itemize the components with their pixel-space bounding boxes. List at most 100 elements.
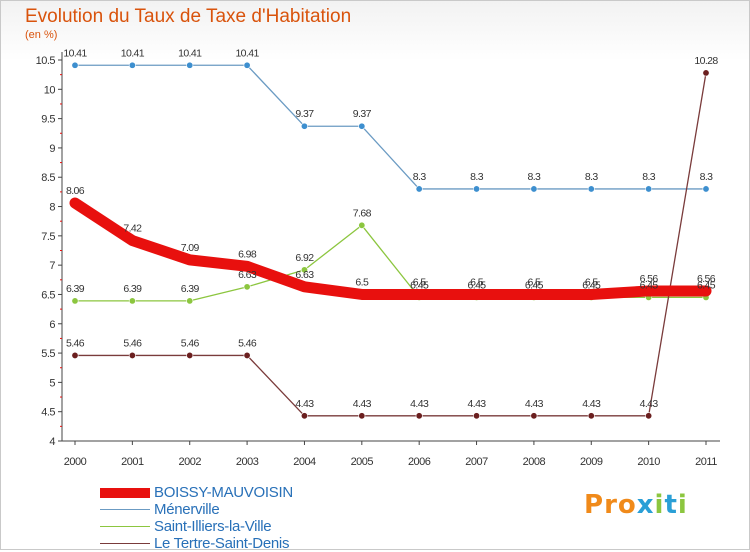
data-point xyxy=(243,351,251,359)
data-label: 10.41 xyxy=(178,47,202,59)
legend-item: BOISSY-MAUVOISIN xyxy=(100,484,420,501)
data-label: 6.45 xyxy=(468,279,487,291)
data-point xyxy=(300,412,308,420)
y-tick-label: 4 xyxy=(49,436,55,448)
y-tick-label: 5 xyxy=(49,377,55,389)
data-point xyxy=(358,412,366,420)
logo-letter: P xyxy=(584,490,605,520)
legend-swatch xyxy=(100,508,150,511)
chart-legend: BOISSY-MAUVOISIN Ménerville Saint-Illiers-… xyxy=(100,484,420,552)
data-label: 7.68 xyxy=(353,207,372,219)
data-label: 4.43 xyxy=(410,398,429,410)
data-point xyxy=(702,69,710,77)
data-label: 6.45 xyxy=(410,279,429,291)
chart-unit-label: (en %) xyxy=(25,29,58,41)
x-tick-label: 2007 xyxy=(465,456,488,468)
x-tick-label: 2008 xyxy=(523,456,546,468)
data-label: 6.98 xyxy=(238,248,257,260)
legend-item: Ménerville xyxy=(100,501,420,518)
y-tick-label: 8 xyxy=(49,202,55,214)
data-point xyxy=(645,412,653,420)
legend-label: Ménerville xyxy=(154,501,220,518)
data-label: 5.46 xyxy=(66,337,85,349)
x-tick-label: 2000 xyxy=(64,456,87,468)
legend-label: BOISSY-MAUVOISIN xyxy=(154,484,293,501)
data-point xyxy=(128,297,136,305)
data-point xyxy=(587,412,595,420)
data-label: 6.45 xyxy=(582,279,601,291)
data-label: 10.28 xyxy=(694,55,718,67)
logo-letter: x xyxy=(636,490,655,520)
y-tick-label: 8.5 xyxy=(41,172,55,184)
data-label: 6.92 xyxy=(295,252,314,264)
x-tick-label: 2010 xyxy=(637,456,660,468)
data-label: 6.5 xyxy=(470,276,484,288)
data-point xyxy=(415,412,423,420)
data-point xyxy=(71,297,79,305)
x-tick-label: 2006 xyxy=(408,456,431,468)
data-label: 6.39 xyxy=(181,283,200,295)
data-point xyxy=(300,122,308,130)
data-label: 8.3 xyxy=(642,171,656,183)
x-tick-label: 2002 xyxy=(178,456,201,468)
x-tick-label: 2004 xyxy=(293,456,316,468)
series-line-boissy-mauvoisin xyxy=(69,197,712,300)
y-tick-label: 9 xyxy=(49,143,55,155)
data-label: 6.5 xyxy=(528,276,542,288)
logo-letter: t xyxy=(664,490,678,520)
data-point xyxy=(530,185,538,193)
data-point xyxy=(645,185,653,193)
legend-item: Saint-Illiers-la-Ville xyxy=(100,518,420,535)
data-label: 4.43 xyxy=(295,398,314,410)
data-point xyxy=(243,61,251,69)
logo-letter: i xyxy=(677,490,688,520)
logo-letter: i xyxy=(654,490,665,520)
data-label: 4.43 xyxy=(640,398,659,410)
data-point xyxy=(186,61,194,69)
data-label: 8.3 xyxy=(413,171,427,183)
data-label: 5.46 xyxy=(181,337,200,349)
y-tick-label: 6 xyxy=(49,319,55,331)
data-label: 6.45 xyxy=(697,279,716,291)
legend-swatch xyxy=(100,487,150,498)
data-point xyxy=(128,351,136,359)
data-point xyxy=(243,283,251,291)
data-label: 6.5 xyxy=(355,276,369,288)
data-point xyxy=(415,185,423,193)
logo-letter: r xyxy=(604,490,618,520)
data-label: 6.56 xyxy=(697,273,716,285)
data-label: 6.63 xyxy=(295,269,314,281)
data-label: 6.5 xyxy=(585,276,599,288)
data-label: 10.41 xyxy=(63,47,87,59)
y-tick-label: 7 xyxy=(49,260,55,272)
chart-title: Evolution du Taux de Taxe d'Habitation xyxy=(25,6,352,27)
data-label: 10.41 xyxy=(235,47,259,59)
legend-label: Saint-Illiers-la-Ville xyxy=(154,518,272,535)
data-point xyxy=(358,122,366,130)
y-tick-label: 7.5 xyxy=(41,231,55,243)
data-label: 6.63 xyxy=(238,269,257,281)
data-label: 6.56 xyxy=(640,273,659,285)
y-tick-label: 10 xyxy=(44,84,56,96)
data-label: 10.41 xyxy=(121,47,145,59)
data-point xyxy=(358,221,366,229)
data-label: 7.42 xyxy=(123,223,142,235)
data-point xyxy=(702,185,710,193)
logo-letter: o xyxy=(617,490,637,520)
proxiti-logo: Proxiti xyxy=(584,490,688,520)
legend-label: Le Tertre-Saint-Denis xyxy=(154,535,290,552)
data-point xyxy=(186,297,194,305)
data-label: 9.37 xyxy=(295,108,314,120)
y-tick-label: 5.5 xyxy=(41,348,55,360)
y-tick-label: 6.5 xyxy=(41,289,55,301)
data-point xyxy=(473,412,481,420)
data-label: 5.46 xyxy=(238,337,257,349)
data-label: 4.43 xyxy=(582,398,601,410)
data-label: 6.39 xyxy=(123,283,142,295)
data-label: 8.3 xyxy=(528,171,542,183)
legend-swatch xyxy=(100,542,150,545)
y-tick-label: 10.5 xyxy=(36,55,56,67)
data-label: 7.09 xyxy=(181,242,200,254)
data-label: 6.39 xyxy=(66,283,85,295)
